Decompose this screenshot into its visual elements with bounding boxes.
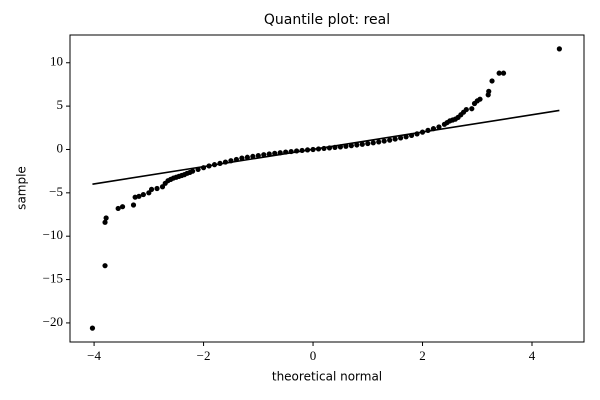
- sample-point: [496, 70, 502, 76]
- sample-point: [556, 46, 562, 52]
- sample-point: [398, 135, 404, 141]
- sample-point: [130, 202, 137, 208]
- sample-point: [233, 156, 240, 163]
- sample-point: [146, 190, 152, 196]
- sample-point: [206, 163, 212, 169]
- sample-point: [200, 165, 207, 171]
- sample-point: [244, 154, 250, 160]
- sample-point: [414, 131, 420, 137]
- sample-point: [294, 148, 300, 154]
- sample-point: [299, 147, 305, 154]
- sample-point: [217, 160, 223, 166]
- sample-point: [376, 139, 382, 145]
- y-tick-label: −5: [49, 184, 63, 199]
- sample-point: [304, 147, 311, 153]
- sample-point: [326, 145, 333, 151]
- sample-point: [102, 263, 108, 269]
- axes-frame: [69, 34, 585, 343]
- sample-point: [436, 124, 442, 130]
- sample-point: [89, 325, 96, 331]
- sample-point: [463, 106, 469, 113]
- sample-point: [348, 143, 354, 149]
- sample-point: [365, 140, 371, 147]
- sample-point: [222, 159, 229, 165]
- sample-point: [489, 78, 495, 84]
- sample-point: [419, 129, 426, 135]
- sample-point: [425, 127, 431, 133]
- sample-point: [403, 134, 409, 140]
- x-tick-label: 2: [419, 348, 426, 363]
- chart-title: Quantile plot: real: [264, 12, 390, 28]
- sample-point: [148, 186, 155, 192]
- sample-point: [239, 155, 245, 161]
- sample-point: [500, 70, 507, 76]
- y-axis-label: sample: [15, 166, 29, 210]
- y-tick-label: 5: [57, 97, 64, 112]
- sample-point: [354, 142, 360, 148]
- x-tick-label: −2: [197, 348, 211, 363]
- x-tick-label: 4: [529, 348, 536, 363]
- y-tick-label: −10: [43, 227, 63, 242]
- sample-point: [261, 152, 267, 158]
- x-tick-label: 0: [310, 348, 317, 363]
- sample-point: [277, 150, 283, 156]
- sample-point: [154, 185, 160, 192]
- sample-point: [370, 140, 376, 146]
- sample-point: [255, 152, 261, 159]
- sample-point: [392, 136, 398, 142]
- sample-point: [486, 88, 492, 94]
- sample-point: [190, 168, 196, 174]
- sample-point: [359, 141, 365, 147]
- sample-point: [103, 215, 109, 221]
- sample-point: [283, 149, 289, 155]
- sample-point: [408, 132, 415, 139]
- sample-point: [477, 96, 483, 102]
- sample-point: [102, 219, 108, 225]
- sample-point: [310, 146, 316, 153]
- sample-point: [315, 146, 322, 152]
- sample-point: [430, 126, 437, 132]
- sample-point: [228, 158, 234, 164]
- sample-point: [343, 143, 349, 149]
- sample-point: [211, 162, 218, 168]
- sample-point: [250, 153, 256, 160]
- sample-point: [288, 148, 294, 155]
- sample-point: [321, 145, 327, 152]
- sample-point: [272, 150, 278, 156]
- sample-point: [140, 191, 146, 198]
- x-axis-label: theoretical normal: [272, 370, 382, 384]
- sample-point: [136, 193, 142, 199]
- sample-point: [387, 137, 393, 143]
- y-tick-label: 10: [50, 54, 63, 69]
- sample-point: [337, 144, 344, 150]
- y-tick-label: −15: [43, 271, 63, 286]
- y-tick-label: −20: [43, 314, 63, 329]
- sample-point: [159, 184, 166, 190]
- sample-point: [332, 144, 338, 150]
- y-tick-label: 0: [57, 140, 64, 155]
- sample-point: [381, 138, 387, 144]
- sample-point: [119, 204, 126, 210]
- sample-point: [266, 151, 272, 157]
- sample-point: [115, 205, 121, 212]
- sample-point: [195, 166, 201, 173]
- sample-point: [469, 106, 475, 112]
- x-tick-label: −4: [87, 348, 101, 363]
